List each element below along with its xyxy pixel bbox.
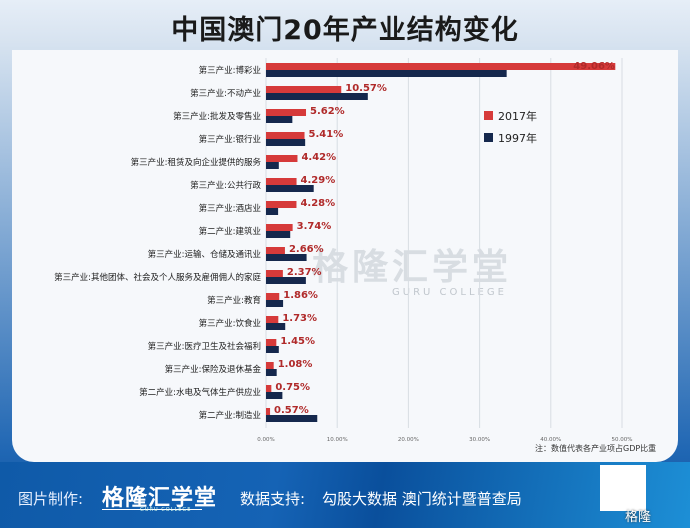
category-label: 第三产业:运输、仓储及通讯业 [148,249,261,260]
category-label: 第三产业:公共行政 [190,180,261,191]
x-tick-label: 40.00% [540,437,561,443]
bar-2017 [266,316,279,323]
bar-1997 [266,231,291,238]
bar-1997 [266,300,284,307]
bar-2017 [266,293,280,300]
data-label: 5.41% [309,129,344,140]
category-label: 第二产业:建筑业 [199,226,261,237]
chart-note: 注：数值代表各产业项占GDP比重 [535,444,657,453]
category-label: 第三产业:批发及零售业 [173,111,261,122]
data-label: 5.62% [310,106,345,117]
footer: 图片制作: 格隆汇学堂 GURU COLLEGE 数据支持: 勾股大数据 澳门统… [0,462,690,528]
category-label: 第三产业:酒店业 [199,203,261,214]
bar-1997 [266,415,318,422]
bar-2017 [266,201,297,208]
bar-1997 [266,93,368,100]
credit-label: 图片制作: [18,490,84,508]
source-text: 勾股大数据 澳门统计暨普查局 [322,490,522,508]
data-label: 1.73% [282,313,317,324]
data-label: 2.66% [289,244,324,255]
category-label: 第三产业:不动产业 [190,88,261,99]
bar-2017 [266,109,307,116]
chart-title: 中国澳门20年产业结构变化 [171,15,519,46]
category-label: 第三产业:银行业 [199,134,261,145]
data-label: 3.74% [297,221,332,232]
qr-code[interactable] [600,465,646,511]
legend-label: 1997年 [498,131,537,145]
bar-2017 [266,224,293,231]
bar-1997 [266,369,277,376]
bar-1997 [266,346,279,353]
category-label: 第三产业:教育 [207,295,261,306]
category-label: 第三产业:保险及退休基金 [165,364,262,375]
category-label: 第三产业:医疗卫生及社会福利 [148,341,261,352]
bar-2017 [266,132,305,139]
data-label: 4.28% [300,198,335,209]
watermark-sub: GURU COLLEGE [392,287,507,298]
x-tick-label: 10.00% [327,437,348,443]
brand-logo: 格隆汇学堂 [102,486,218,511]
bar-2017 [266,385,272,392]
bar-1997 [266,323,286,330]
category-label: 第三产业:租赁及向企业提供的服务 [131,157,262,168]
bar-chart: 0.00% 10.00% 20.00% 30.00% 40.00% 50.00% 第三产业:… [54,58,633,443]
chart-panel: 格隆汇学堂 GURU COLLEGE 0.00% 10.00% 20.00% 30.0… [12,50,678,462]
bar-1997 [266,208,279,215]
legend-label: 2017年 [498,109,537,123]
x-tick-label: 30.00% [469,437,490,443]
category-label: 第二产业:制造业 [199,410,261,421]
bar-2017 [266,86,342,93]
bar-2017 [266,155,298,162]
data-label: 49.06% [573,61,615,72]
data-label: 1.08% [278,359,313,370]
bar-2017 [266,178,297,185]
watermark: 格隆汇学堂 [312,247,513,288]
x-tick-label: 0.00% [257,437,274,443]
bar-1997 [266,139,306,146]
logo-underline [102,509,202,510]
data-label: 4.42% [301,152,336,163]
bar-2017 [266,270,283,277]
bar-2017 [266,339,277,346]
bar-1997 [266,392,283,399]
data-label: 4.29% [301,175,336,186]
bar-1997 [266,162,279,169]
category-label: 第三产业:博彩业 [199,65,261,76]
data-label: 2.37% [287,267,322,278]
x-tick-label: 20.00% [398,437,419,443]
bar-1997 [266,254,307,261]
data-label: 10.57% [345,83,387,94]
category-label: 第二产业:水电及气体生产供应业 [139,387,261,398]
data-label: 0.75% [275,382,310,393]
bar-2017 [266,408,271,415]
bar-2017 [266,362,274,369]
data-label: 1.86% [283,290,318,301]
data-label: 1.45% [280,336,315,347]
weibo-handle: 格隆 [625,510,652,525]
bar-1997 [266,70,507,77]
bar-1997 [266,185,314,192]
source-label: 数据支持: [240,490,306,508]
brand-logo-sub: GURU COLLEGE [140,507,192,513]
legend-swatch [484,111,493,120]
bar-2017 [266,63,616,70]
legend-swatch [484,133,493,142]
data-label: 0.57% [274,405,309,416]
bar-2017 [266,247,285,254]
category-label: 第三产业:其他团体、社会及个人服务及雇佣佣人的家庭 [54,272,261,283]
category-label: 第三产业:饮食业 [199,318,261,329]
x-tick-label: 50.00% [612,437,633,443]
bar-1997 [266,116,293,123]
bar-1997 [266,277,306,284]
